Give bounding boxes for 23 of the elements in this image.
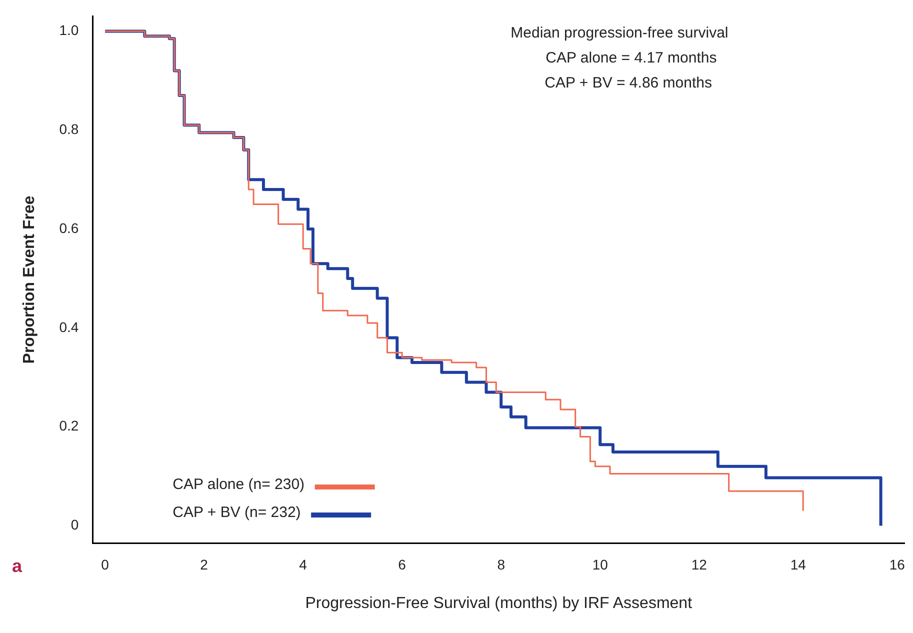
y-tick-label: 0.4 <box>59 318 79 335</box>
x-tick-label: 12 <box>691 556 708 572</box>
x-tick-label: 4 <box>299 556 308 572</box>
x-tick-label: 2 <box>200 556 208 572</box>
x-tick-label: 10 <box>592 556 608 572</box>
x-tick-label: 8 <box>497 556 506 572</box>
legend-label: CAP alone (n= 230) <box>172 476 305 494</box>
y-tick-label: 1.0 <box>59 22 79 38</box>
y-tick-label: 0.6 <box>59 220 79 236</box>
y-tick-label: 0.2 <box>59 418 79 434</box>
annotation: Median progression-free survival <box>510 24 728 42</box>
x-axis-title: Progression-Free Survival (months) by IRF Assesment <box>305 594 693 612</box>
y-tick-label: 0 <box>70 516 79 533</box>
x-tick-label: 0 <box>101 556 110 572</box>
legend-label: CAP + BV (n= 232) <box>172 504 301 522</box>
y-tick-label: 0.8 <box>59 120 79 137</box>
x-tick-label: 14 <box>790 556 806 572</box>
y-axis-title: Proportion Event Free <box>21 196 38 364</box>
annotation: CAP + BV = 4.86 months <box>544 74 712 92</box>
text: a <box>12 556 23 576</box>
x-tick-label: 16 <box>889 556 906 572</box>
x-tick-label: 6 <box>398 556 406 572</box>
annotation: CAP alone = 4.17 months <box>546 50 717 67</box>
